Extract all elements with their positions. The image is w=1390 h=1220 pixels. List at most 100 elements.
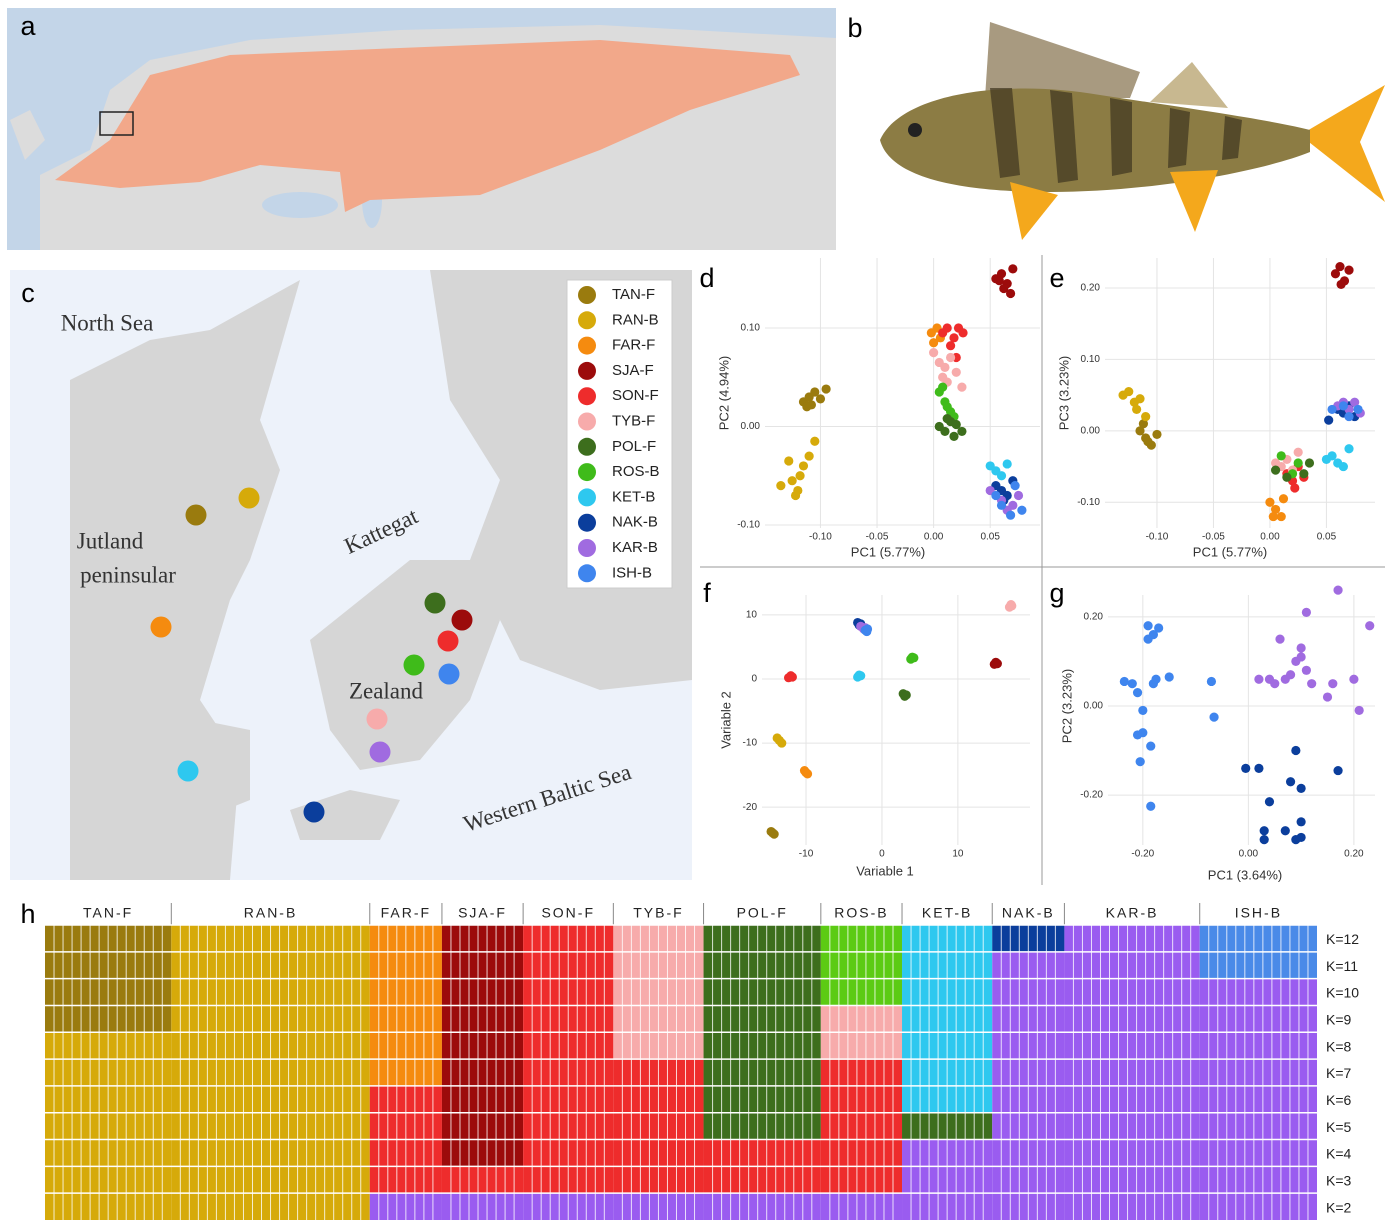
legend-swatch [578, 413, 596, 431]
map-label: North Sea [61, 310, 154, 335]
y-tick-label: 0.00 [1084, 701, 1104, 712]
point [1333, 766, 1342, 775]
point [1136, 757, 1145, 766]
legend-swatch [578, 362, 596, 380]
x-tick-label: 10 [952, 849, 964, 860]
ancestry-block [1064, 979, 1199, 1006]
site-marker [367, 709, 388, 730]
point [1154, 623, 1163, 632]
group-label: SJA-F [458, 905, 507, 921]
ancestry-block [442, 979, 523, 1006]
figure: abcdefghNorth SeaJutlandpeninsularKatteg… [0, 0, 1390, 1220]
point [1017, 506, 1026, 515]
k-label: K=12 [1326, 931, 1359, 947]
point [1327, 451, 1336, 460]
legend-label: KET-B [612, 488, 655, 505]
point [1353, 405, 1362, 414]
panel-label: d [699, 263, 714, 293]
point [940, 363, 949, 372]
point [1297, 652, 1306, 661]
point [856, 671, 865, 680]
point [1291, 835, 1300, 844]
x-tick-label: 0.00 [924, 532, 944, 543]
point [957, 427, 966, 436]
point [816, 394, 825, 403]
group-label: FAR-F [381, 905, 431, 921]
point [1138, 706, 1147, 715]
point [1132, 405, 1141, 414]
perch-illustration [880, 22, 1385, 240]
ancestry-block [442, 1032, 523, 1059]
group-label: POL-F [737, 905, 788, 921]
point [1299, 469, 1308, 478]
point [1297, 817, 1306, 826]
point [1286, 777, 1295, 786]
point [1209, 713, 1218, 722]
point [1006, 289, 1015, 298]
ancestry-block [821, 1140, 902, 1167]
ancestry-block [1064, 1086, 1199, 1113]
site-marker [304, 802, 325, 823]
point [1241, 764, 1250, 773]
legend-label: NAK-B [612, 514, 658, 531]
panel-label: c [21, 278, 35, 308]
y-tick-label: -10 [743, 738, 758, 749]
y-tick-label: -0.10 [1077, 497, 1100, 508]
point [1271, 466, 1280, 475]
ancestry-block [442, 1166, 523, 1193]
point [1143, 437, 1152, 446]
y-tick-label: 0 [751, 674, 757, 685]
point [863, 624, 872, 633]
point [1165, 672, 1174, 681]
point [1260, 826, 1269, 835]
point [776, 481, 785, 490]
point [1344, 266, 1353, 275]
ancestry-block [821, 952, 902, 979]
point [1146, 741, 1155, 750]
x-tick-label: -0.10 [809, 532, 832, 543]
point [1254, 764, 1263, 773]
ancestry-block [1064, 1005, 1199, 1032]
point [909, 653, 918, 662]
ancestry-block [1064, 1140, 1199, 1167]
ancestry-block [442, 1059, 523, 1086]
x-tick-label: -0.20 [1131, 849, 1154, 860]
point [1207, 677, 1216, 686]
y-tick-label: 0.10 [1081, 354, 1101, 365]
point [1344, 444, 1353, 453]
legend-label: SON-F [612, 387, 659, 404]
point [788, 672, 797, 681]
x-axis-title: Variable 1 [856, 863, 914, 878]
k-label: K=5 [1326, 1119, 1352, 1135]
point [1337, 280, 1346, 289]
site-marker [439, 664, 460, 685]
y-tick-label: 0.20 [1081, 283, 1101, 294]
fin [985, 22, 1140, 98]
point [1307, 679, 1316, 688]
point [1146, 802, 1155, 811]
legend-swatch [578, 539, 596, 557]
point [1270, 679, 1279, 688]
range-map [7, 8, 836, 250]
ancestry-block [1064, 1113, 1199, 1140]
ancestry-block [821, 1059, 902, 1086]
point [1324, 416, 1333, 425]
group-label: SON-F [541, 905, 595, 921]
fin [1170, 170, 1218, 232]
ancestry-block [1064, 1032, 1199, 1059]
point [991, 491, 1000, 500]
point [1339, 462, 1348, 471]
x-axis-title: PC1 (3.64%) [1208, 867, 1282, 882]
y-tick-label: -20 [743, 802, 758, 813]
x-tick-label: 0.20 [1344, 849, 1364, 860]
point [1302, 608, 1311, 617]
legend-label: SJA-F [612, 362, 654, 379]
y-axis-title: PC3 (3.23%) [1056, 356, 1071, 430]
body [880, 89, 1310, 192]
point [1124, 387, 1133, 396]
point [1254, 675, 1263, 684]
legend-swatch [578, 564, 596, 582]
point [995, 276, 1004, 285]
site-marker [425, 593, 446, 614]
y-axis-title: Variable 2 [718, 691, 733, 749]
